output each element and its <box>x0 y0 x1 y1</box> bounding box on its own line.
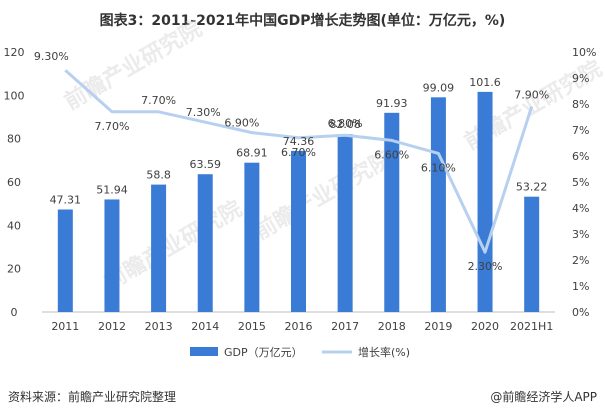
gdp-bar-label: 51.94 <box>96 183 128 196</box>
x-tick-label: 2015 <box>238 320 266 333</box>
gdp-bar <box>477 91 493 312</box>
gdp-bar-label: 63.59 <box>189 158 221 171</box>
gdp-bar-label: 58.8 <box>146 169 171 182</box>
y-left-tick-label: 100 <box>4 89 25 102</box>
gdp-bar-label: 47.31 <box>50 193 82 206</box>
x-tick-label: 2011 <box>51 320 79 333</box>
growth-rate-label: 9.30% <box>34 50 69 63</box>
y-right-tick-label: 6% <box>572 150 589 163</box>
growth-rate-label: 2.30% <box>468 260 503 273</box>
gdp-bar <box>430 97 446 313</box>
gdp-bar <box>104 199 120 312</box>
brand-credit: @前瞻经济学人APP <box>490 390 597 404</box>
gdp-bar-label: 68.91 <box>236 147 268 160</box>
watermark-text: 前瞻产业研究院 <box>100 196 246 296</box>
growth-rate-label: 7.30% <box>186 106 221 119</box>
growth-rate-label: 7.70% <box>141 94 176 107</box>
growth-rate-label: 6.60% <box>374 148 409 161</box>
y-right-tick-label: 3% <box>572 228 589 241</box>
x-tick-label: 2020 <box>471 320 499 333</box>
growth-rate-label: 7.90% <box>514 89 549 102</box>
y-right-tick-label: 8% <box>572 98 589 111</box>
x-tick-label: 2014 <box>191 320 219 333</box>
source-note: 资料来源：前瞻产业研究院整理 <box>8 390 177 404</box>
y-right-tick-label: 4% <box>572 202 589 215</box>
growth-rate-line <box>64 69 534 254</box>
y-right-tick-label: 7% <box>572 124 589 137</box>
gdp-bar <box>197 174 213 312</box>
x-tick-label: 2017 <box>331 320 359 333</box>
y-left-tick-label: 60 <box>7 176 21 189</box>
y-left-tick-label: 20 <box>7 263 21 276</box>
gdp-bar-label: 91.93 <box>376 97 408 110</box>
gdp-bar <box>524 196 540 312</box>
growth-rate-label: 7.70% <box>94 120 129 133</box>
growth-rate-label: 6.70% <box>281 146 316 159</box>
x-tick-label: 2019 <box>424 320 452 333</box>
gdp-bar <box>151 184 167 312</box>
x-tick-label: 2016 <box>285 320 313 333</box>
chart-title: 图表3：2011-2021年中国GDP增长走势图(单位：万亿元，%) <box>99 13 506 29</box>
y-left-tick-label: 0 <box>11 306 18 319</box>
y-left-tick-label: 80 <box>7 133 21 146</box>
y-right-tick-label: 5% <box>572 176 589 189</box>
growth-rate-label: 6.10% <box>421 161 456 174</box>
gdp-bar-label: 101.6 <box>469 76 501 89</box>
growth-rate-label: 6.90% <box>224 117 259 130</box>
legend-line-label: 增长率(%) <box>358 345 410 359</box>
legend-bar-swatch <box>190 347 218 356</box>
growth-rate-label: 6.80% <box>328 117 363 130</box>
gdp-bar <box>244 162 260 312</box>
gdp-bar <box>57 209 73 312</box>
x-tick-label: 2018 <box>378 320 406 333</box>
gdp-bar-label: 53.22 <box>516 181 548 194</box>
y-right-tick-label: 2% <box>572 254 589 267</box>
y-right-tick-label: 10% <box>572 46 596 59</box>
legend-bar-label: GDP（万亿元） <box>224 346 303 359</box>
watermark-text: 前瞻产业研究院 <box>60 16 206 116</box>
gdp-bar <box>337 134 353 312</box>
gdp-bar-label: 82.08 <box>329 118 361 131</box>
y-right-tick-label: 0% <box>572 306 589 319</box>
x-tick-label: 2021H1 <box>510 320 553 333</box>
x-tick-label: 2012 <box>98 320 126 333</box>
y-left-tick-label: 120 <box>4 46 25 59</box>
y-left-tick-label: 40 <box>7 219 21 232</box>
gdp-bar <box>384 112 400 313</box>
y-right-tick-label: 1% <box>572 280 589 293</box>
y-right-tick-label: 9% <box>572 72 589 85</box>
gdp-bar-label: 74.36 <box>283 135 315 148</box>
gdp-bar-label: 99.09 <box>423 81 455 94</box>
gdp-bar <box>291 150 306 312</box>
x-tick-label: 2013 <box>145 320 173 333</box>
